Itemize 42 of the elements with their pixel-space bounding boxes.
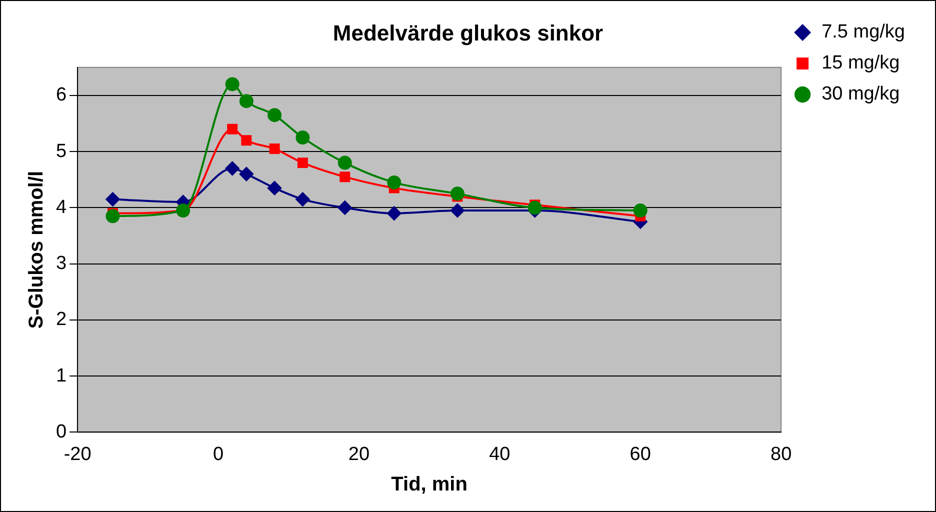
point (338, 156, 352, 170)
y-tick-label: 4 (56, 196, 67, 218)
x-tick-label: 20 (348, 444, 370, 465)
legend-label: 30 mg/kg (822, 84, 900, 105)
x-tick-label: -20 (64, 444, 92, 465)
y-tick-label: 2 (56, 309, 67, 330)
point (241, 135, 252, 146)
point (387, 206, 402, 220)
x-tick-label: 0 (212, 444, 224, 465)
point (227, 124, 238, 134)
y-tick-label: 0 (56, 421, 67, 442)
point (528, 200, 542, 215)
point (387, 175, 402, 190)
y-tick-label: 6 (56, 84, 67, 106)
y-tick-label: 5 (56, 140, 67, 162)
point (268, 108, 282, 122)
point (239, 94, 254, 108)
point (239, 167, 254, 182)
y-tick-label: 3 (56, 253, 67, 274)
point (106, 209, 120, 224)
point (268, 181, 282, 196)
point (450, 204, 464, 218)
x-tick-label: 60 (630, 444, 651, 465)
point (296, 130, 310, 145)
chart-title: Medelvärde glukos sinkor (332, 20, 604, 46)
point (106, 192, 120, 206)
x-tick-label: 80 (770, 444, 792, 465)
point (225, 161, 240, 176)
point (633, 204, 648, 218)
point (340, 172, 350, 182)
point (338, 200, 352, 215)
point (225, 77, 240, 92)
legend-label: 7.5 mg/kg (822, 22, 906, 43)
point (296, 192, 310, 206)
point (450, 186, 464, 201)
point (297, 158, 308, 168)
legend-label: 15 mg/kg (822, 52, 900, 74)
x-axis-title: Tid, min (391, 474, 468, 496)
y-tick-label: 1 (56, 365, 67, 386)
y-axis-title: S-Glukos mmol/l (26, 170, 48, 329)
point (269, 144, 280, 154)
x-tick-label: 40 (489, 444, 510, 465)
